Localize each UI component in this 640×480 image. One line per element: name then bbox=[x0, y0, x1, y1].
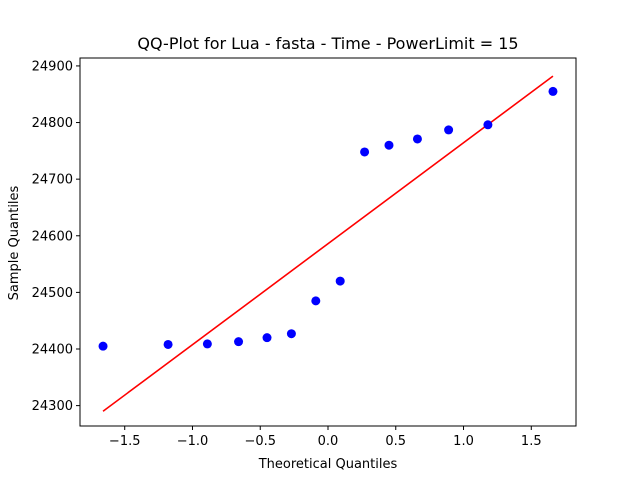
x-axis-ticks: −1.5 −1.0 −0.5 0.0 0.5 1.0 1.5 bbox=[109, 426, 542, 449]
axes-frame bbox=[79, 57, 577, 427]
data-point bbox=[311, 296, 321, 306]
x-tick-label: 1.5 bbox=[521, 434, 542, 449]
x-tick-label: −1.0 bbox=[177, 434, 209, 449]
data-point bbox=[98, 341, 108, 351]
y-tick-label: 24400 bbox=[32, 343, 73, 358]
fit-line bbox=[102, 75, 554, 412]
chart-title: QQ-Plot for Lua - fasta - Time - PowerLi… bbox=[137, 34, 518, 53]
y-axis-label: Sample Quantiles bbox=[7, 185, 22, 300]
y-tick-label: 24900 bbox=[32, 59, 73, 74]
data-point bbox=[483, 120, 493, 130]
x-tick-label: 0.0 bbox=[318, 434, 339, 449]
data-point bbox=[444, 125, 454, 135]
y-tick-label: 24800 bbox=[32, 116, 73, 131]
data-point bbox=[335, 276, 345, 286]
data-point bbox=[286, 329, 296, 339]
y-tick-label: 24500 bbox=[32, 286, 73, 301]
data-point bbox=[202, 339, 212, 349]
x-tick-label: 1.0 bbox=[453, 434, 474, 449]
data-point bbox=[234, 337, 244, 347]
data-point bbox=[412, 134, 422, 144]
data-point bbox=[163, 339, 173, 349]
x-axis-label: Theoretical Quantiles bbox=[258, 457, 398, 472]
y-tick-label: 24700 bbox=[32, 173, 73, 188]
data-point bbox=[360, 147, 370, 157]
y-tick-label: 24600 bbox=[32, 229, 73, 244]
x-tick-label: −0.5 bbox=[244, 434, 276, 449]
x-tick-label: 0.5 bbox=[385, 434, 406, 449]
data-point bbox=[384, 140, 394, 150]
y-axis-ticks: 24300 24400 24500 24600 24700 24800 24900 bbox=[32, 59, 80, 414]
data-point bbox=[548, 86, 558, 96]
x-tick-label: −1.5 bbox=[109, 434, 141, 449]
data-point bbox=[262, 333, 272, 343]
plot-area bbox=[98, 75, 558, 412]
y-tick-label: 24300 bbox=[32, 399, 73, 414]
